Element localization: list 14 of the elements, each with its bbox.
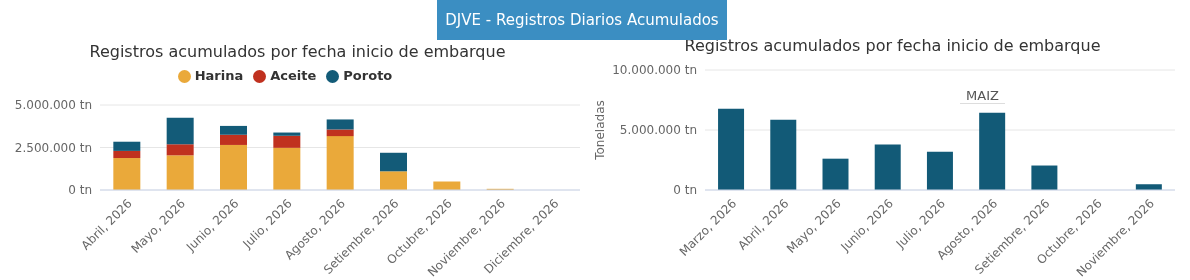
y-tick-label: 5.000.000 tn (619, 123, 697, 138)
text: MAIZ (960, 88, 1005, 104)
y-axis-title: Toneladas (593, 100, 608, 161)
y-tick-label: 5.000.000 tn (14, 98, 92, 113)
chart-title: Registros acumulados por fecha inicio de embarque (683, 36, 1102, 55)
legend-label: Poroto (343, 68, 393, 83)
y-tick-label: 0 tn (673, 183, 697, 198)
legend-label: Aceite (270, 68, 317, 83)
y-tick-label: 2.500.000 tn (14, 140, 92, 155)
legend-label: Harina (194, 68, 244, 83)
y-tick-label: 10.000.000 tn (612, 63, 697, 78)
y-tick-label: 0 tn (68, 183, 92, 198)
text: DJVE - Registros Diarios Acumulados (445, 11, 719, 29)
chart-title: Registros acumulados por fecha inicio de embarque (88, 42, 507, 61)
